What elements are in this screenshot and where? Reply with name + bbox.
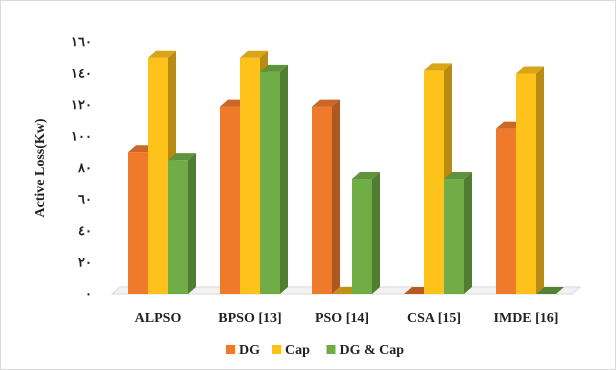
- x-category-label: BPSO [13]: [218, 311, 281, 326]
- legend-label: DG: [239, 343, 260, 358]
- bar-top: [240, 50, 268, 58]
- bar-top: [168, 153, 196, 161]
- y-tick-label: ١٠٠: [71, 129, 92, 144]
- bar-top: [516, 66, 544, 74]
- bar: [260, 71, 280, 294]
- bar-side: [372, 172, 380, 294]
- y-tick-label: ٦٠: [78, 192, 92, 207]
- bar: [444, 179, 464, 294]
- legend-label: DG & Cap: [340, 343, 405, 358]
- bar: [240, 57, 260, 294]
- bar: [516, 73, 536, 294]
- bar-top: [352, 172, 380, 180]
- legend-label: Cap: [285, 343, 310, 358]
- bar-side: [188, 153, 196, 294]
- bar: [352, 179, 372, 294]
- bar-top: [260, 64, 288, 72]
- y-axis-label: Active Loss(Kw): [33, 118, 48, 217]
- legend-swatch: [326, 345, 336, 354]
- bar: [312, 106, 332, 294]
- y-tick-label: ١٦٠: [71, 34, 92, 49]
- bar-side: [280, 64, 288, 294]
- bar-top: [312, 99, 340, 107]
- y-tick-label: ١٤٠: [71, 66, 92, 81]
- legend-swatch: [226, 345, 235, 354]
- bar: [536, 287, 564, 294]
- bar-top: [444, 172, 472, 180]
- x-category-label: PSO [14]: [315, 311, 369, 326]
- bar: [424, 70, 444, 294]
- bar: [148, 57, 168, 294]
- y-tick-label: ١٢٠: [71, 97, 92, 112]
- y-tick-label: ٨٠: [77, 160, 92, 175]
- bar: [496, 128, 516, 294]
- bar: [168, 160, 188, 294]
- bar-side: [332, 99, 340, 294]
- bar-side: [464, 172, 472, 294]
- legend-swatch: [272, 345, 281, 354]
- x-category-label: IMDE [16]: [494, 311, 559, 326]
- bar-top: [148, 50, 176, 58]
- bar-side: [536, 66, 544, 294]
- y-tick-label: ٤٠: [78, 223, 92, 238]
- y-tick-label: ٠: [85, 286, 92, 301]
- x-category-label: ALPSO: [135, 311, 182, 326]
- x-category-label: CSA [15]: [407, 311, 461, 326]
- y-tick-label: ٢٠: [78, 255, 92, 270]
- bar: [220, 106, 240, 294]
- bar-top: [424, 63, 452, 71]
- bar: [128, 152, 148, 294]
